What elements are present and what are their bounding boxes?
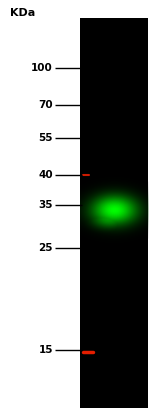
Text: A: A (109, 8, 119, 21)
Text: 100: 100 (31, 63, 53, 73)
Text: KDa: KDa (10, 8, 35, 18)
Text: 55: 55 (39, 133, 53, 143)
Text: 40: 40 (38, 170, 53, 180)
Text: 70: 70 (38, 100, 53, 110)
Text: 15: 15 (39, 345, 53, 355)
Bar (80, 18, 148, 408)
Text: 35: 35 (39, 200, 53, 210)
Text: 25: 25 (39, 243, 53, 253)
